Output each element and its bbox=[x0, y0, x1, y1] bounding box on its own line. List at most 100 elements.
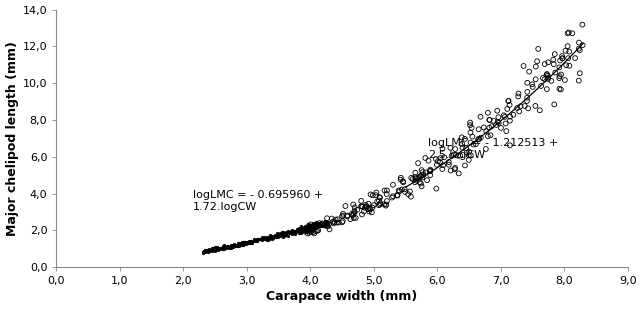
Point bbox=[491, 122, 501, 127]
Point bbox=[313, 224, 324, 229]
Point bbox=[225, 244, 235, 249]
Point bbox=[305, 225, 315, 230]
Point bbox=[528, 84, 538, 89]
Point bbox=[262, 235, 272, 240]
Point bbox=[306, 223, 316, 228]
Point bbox=[462, 150, 472, 155]
Point bbox=[218, 244, 228, 249]
Point bbox=[209, 246, 220, 251]
Point bbox=[240, 240, 250, 245]
Point bbox=[347, 211, 357, 216]
Point bbox=[221, 244, 231, 249]
Point bbox=[306, 226, 316, 231]
Point bbox=[229, 242, 239, 247]
Point bbox=[481, 129, 491, 133]
Point bbox=[342, 214, 352, 219]
Point bbox=[375, 202, 385, 207]
Point bbox=[309, 225, 319, 230]
Point bbox=[220, 245, 230, 250]
Point bbox=[460, 137, 470, 142]
Point bbox=[236, 242, 246, 247]
Point bbox=[381, 202, 391, 207]
Point bbox=[221, 245, 231, 250]
Point bbox=[519, 104, 530, 108]
Point bbox=[241, 239, 252, 244]
Point bbox=[357, 212, 367, 217]
Point bbox=[226, 245, 236, 250]
Point bbox=[417, 184, 427, 189]
Point bbox=[261, 236, 272, 241]
Point bbox=[577, 22, 587, 27]
Point bbox=[408, 176, 418, 181]
Point bbox=[394, 189, 404, 194]
Point bbox=[300, 227, 310, 232]
Point bbox=[444, 160, 454, 165]
Point bbox=[277, 232, 288, 237]
Point bbox=[263, 235, 273, 239]
Point bbox=[311, 223, 322, 228]
Point bbox=[431, 156, 441, 161]
Point bbox=[516, 104, 526, 109]
Point bbox=[238, 240, 248, 245]
Point bbox=[275, 232, 285, 237]
Point bbox=[453, 171, 464, 176]
Point bbox=[321, 222, 331, 227]
Point bbox=[527, 82, 537, 87]
Point bbox=[467, 134, 478, 139]
Point bbox=[270, 235, 280, 240]
Point bbox=[484, 117, 494, 122]
Point bbox=[264, 235, 274, 240]
Point bbox=[324, 227, 334, 232]
Point bbox=[465, 120, 475, 125]
Point bbox=[233, 243, 243, 248]
Point bbox=[361, 204, 372, 209]
Text: logLMC = - 0.695960 +
1.72.logCW: logLMC = - 0.695960 + 1.72.logCW bbox=[193, 190, 323, 212]
Point bbox=[227, 244, 238, 249]
Point bbox=[324, 222, 334, 227]
Point bbox=[575, 71, 585, 76]
Point bbox=[508, 112, 519, 117]
Point bbox=[361, 204, 371, 209]
Point bbox=[247, 240, 257, 245]
Point bbox=[226, 244, 236, 249]
Point bbox=[550, 52, 560, 57]
Point bbox=[501, 121, 511, 126]
Point bbox=[210, 244, 220, 249]
Point bbox=[481, 146, 491, 151]
Point bbox=[318, 221, 328, 226]
Point bbox=[280, 232, 290, 237]
Point bbox=[483, 110, 493, 115]
Point bbox=[309, 231, 319, 236]
Point bbox=[438, 163, 448, 168]
Point bbox=[219, 244, 229, 249]
Point bbox=[328, 219, 338, 224]
Point bbox=[266, 234, 276, 239]
Point bbox=[356, 198, 367, 203]
Point bbox=[270, 233, 280, 238]
Point bbox=[311, 224, 322, 229]
Point bbox=[277, 229, 288, 234]
Point bbox=[337, 214, 347, 218]
Point bbox=[554, 76, 564, 81]
Point bbox=[305, 227, 315, 232]
Point bbox=[446, 146, 456, 150]
Point bbox=[360, 205, 370, 210]
Point bbox=[318, 221, 329, 226]
Point bbox=[213, 248, 223, 253]
Point bbox=[273, 231, 283, 236]
Point bbox=[210, 247, 220, 252]
Point bbox=[208, 246, 218, 251]
Point bbox=[303, 222, 313, 226]
Point bbox=[263, 236, 273, 241]
Point bbox=[340, 204, 351, 209]
Point bbox=[208, 246, 218, 251]
Point bbox=[209, 247, 219, 252]
Point bbox=[398, 179, 408, 184]
Point bbox=[261, 235, 271, 240]
Point bbox=[379, 188, 390, 193]
Point bbox=[267, 236, 277, 241]
Point bbox=[349, 215, 359, 220]
Point bbox=[271, 234, 281, 239]
Point bbox=[505, 143, 515, 148]
Point bbox=[468, 142, 478, 147]
